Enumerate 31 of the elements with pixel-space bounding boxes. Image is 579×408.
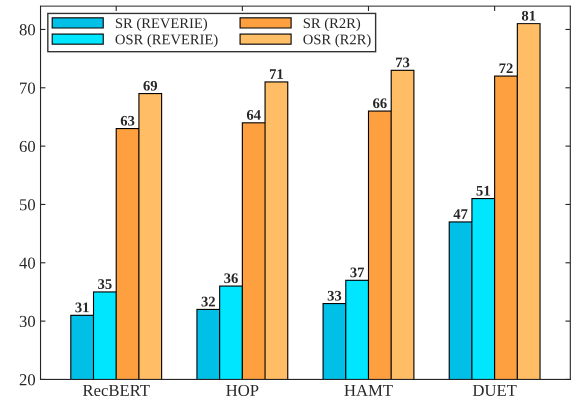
data-label: 35 [98, 279, 112, 289]
data-label: 69 [143, 80, 158, 91]
legend-label: SR (R2R) [304, 18, 360, 32]
data-label: 37 [350, 268, 364, 278]
y-tick-label: 20 [20, 374, 36, 386]
data-label: 81 [522, 10, 536, 21]
x-tick-label: DUET [472, 384, 517, 396]
data-label: 51 [476, 186, 490, 196]
data-label: 31 [75, 302, 89, 312]
data-label: 36 [224, 273, 238, 284]
y-tick-label: 80 [20, 24, 36, 36]
legend-label: OSR (R2R) [303, 34, 371, 48]
y-tick-label: 70 [20, 82, 36, 94]
x-tick-label: HAMT [344, 384, 393, 396]
data-label: 71 [270, 69, 283, 79]
legend-label: SR (REVERIE) [116, 18, 208, 32]
data-label: 72 [500, 63, 513, 74]
y-tick-label: 30 [20, 316, 36, 328]
data-label: 73 [396, 58, 410, 68]
y-tick-label: 50 [20, 199, 36, 210]
y-tick-label: 60 [20, 140, 36, 152]
legend-label: OSR (REVERIE) [116, 34, 218, 48]
x-tick-label: HOP [226, 384, 258, 396]
data-label: 47 [453, 209, 468, 219]
y-tick-label: 40 [19, 257, 36, 269]
data-label: 66 [373, 98, 387, 108]
data-label: 64 [246, 110, 261, 120]
data-label: 63 [120, 116, 134, 126]
x-tick-label: RecBERT [82, 384, 150, 396]
data-label: 33 [328, 290, 342, 301]
data-label: 32 [202, 296, 215, 306]
